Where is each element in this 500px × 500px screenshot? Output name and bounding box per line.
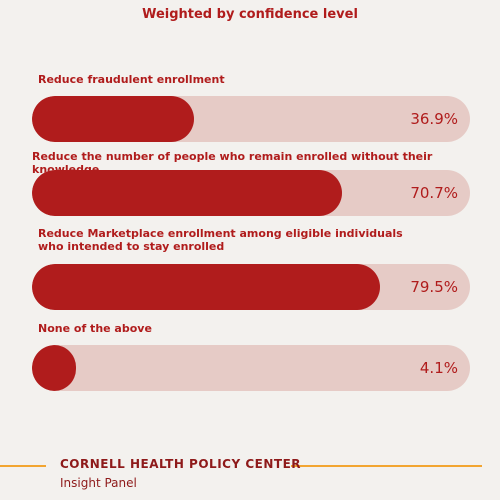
footer-divider-right bbox=[291, 465, 482, 467]
org-name: CORNELL HEALTH POLICY CENTER bbox=[60, 457, 302, 471]
bar-category-label: None of the above bbox=[38, 322, 152, 335]
bar bbox=[32, 264, 381, 310]
bar-value-label: 70.7% bbox=[410, 184, 458, 202]
bar bbox=[32, 170, 342, 216]
bar-category-label: Reduce fraudulent enrollment bbox=[38, 73, 225, 86]
bar-track: 79.5% bbox=[32, 264, 470, 310]
bar-category-label: Reduce Marketplace enrollment among elig… bbox=[38, 227, 403, 253]
bar-value-label: 4.1% bbox=[419, 359, 458, 377]
panel-name: Insight Panel bbox=[60, 476, 137, 490]
bar-track: 70.7% bbox=[32, 170, 470, 216]
bar bbox=[32, 345, 76, 391]
bar-track: 4.1% bbox=[32, 345, 470, 391]
bar-value-label: 36.9% bbox=[410, 110, 458, 128]
footer-divider-left bbox=[0, 465, 46, 467]
bar bbox=[32, 96, 194, 142]
bar-track: 36.9% bbox=[32, 96, 470, 142]
bar-value-label: 79.5% bbox=[410, 278, 458, 296]
chart-subtitle: Weighted by confidence level bbox=[142, 7, 358, 22]
